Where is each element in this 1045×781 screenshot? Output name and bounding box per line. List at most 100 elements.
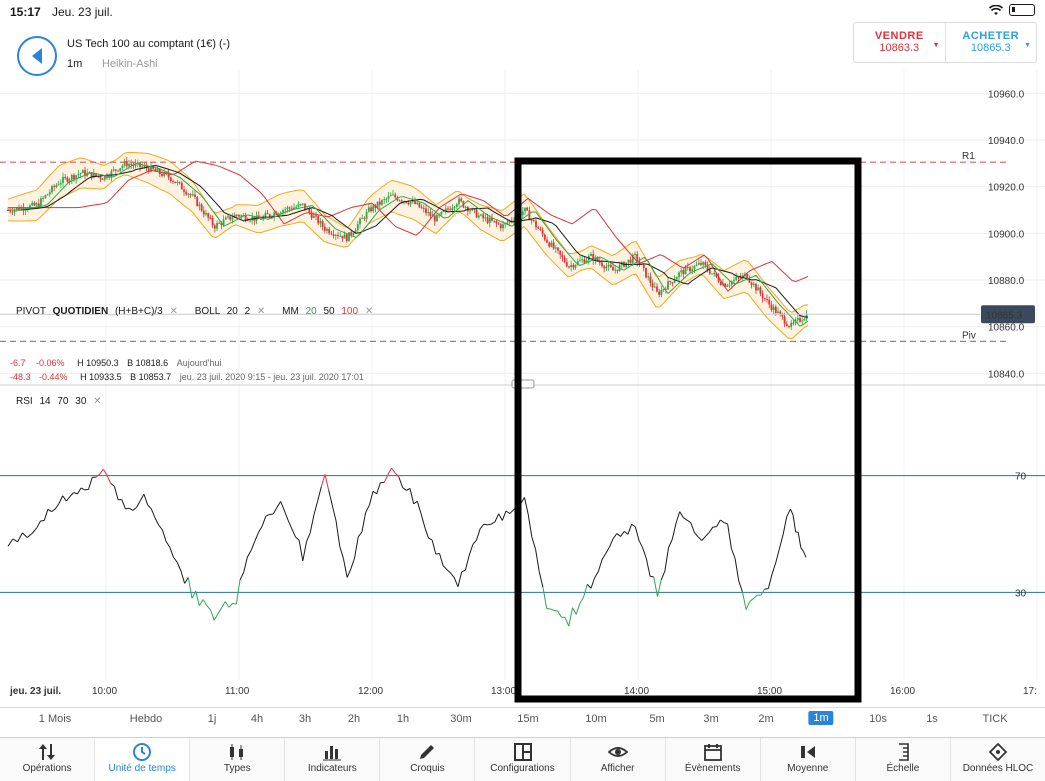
rsi-segment: [165, 541, 171, 548]
close-icon[interactable]: ✕: [256, 306, 266, 317]
candle-body: [70, 174, 73, 180]
rsi-segment: [727, 524, 732, 549]
candle-body: [341, 235, 344, 239]
timeframe-1s[interactable]: 1s: [926, 713, 938, 725]
rsi-segment: [132, 506, 137, 511]
timeframe-2h[interactable]: 2h: [347, 713, 361, 725]
rsi-p2: 70: [57, 396, 69, 407]
timeframe-1m[interactable]: 1m: [808, 711, 834, 725]
candle-body: [189, 194, 192, 196]
timeframe-30m[interactable]: 30m: [450, 713, 472, 725]
timeframe-tick[interactable]: TICK: [982, 713, 1008, 725]
rsi-segment: [800, 547, 804, 552]
timeframe-hebdo[interactable]: Hebdo: [129, 713, 163, 725]
toolbar-layout-button[interactable]: Configurations: [475, 738, 571, 781]
candle-body: [689, 267, 691, 272]
toolbar-sort-arrows-button[interactable]: Opérations: [0, 738, 96, 781]
rsi-segment: [243, 556, 248, 573]
candle-body: [801, 320, 804, 322]
candle-body: [114, 169, 117, 171]
price-chart[interactable]: 10960.0 10940.0 10920.0 10900.0 10880.0 10860…: [0, 70, 1045, 707]
sell-button[interactable]: VENDRE 10863.3 ▼: [854, 23, 945, 62]
candle-body: [658, 291, 661, 295]
rsi-segment: [697, 536, 703, 541]
toolbar-pencil-button[interactable]: Croquis: [380, 738, 476, 781]
toolbar-candlestick-button[interactable]: Types: [190, 738, 286, 781]
candle-body: [581, 259, 584, 261]
toolbar-label: Opérations: [22, 763, 72, 774]
rsi-segment: [276, 501, 282, 508]
rsi-segment: [65, 496, 71, 502]
timeframe-10s[interactable]: 10s: [869, 713, 887, 725]
chart-area[interactable]: 10960.0 10940.0 10920.0 10900.0 10880.0 10860…: [0, 70, 1045, 710]
rsi-segment: [483, 523, 488, 526]
toolbar-clock-button[interactable]: Unité de temps: [95, 738, 191, 781]
candle-body: [774, 306, 777, 313]
toolbar-bar-chart-button[interactable]: Indicateurs: [285, 738, 381, 781]
time-tick-label: 12:00: [358, 686, 383, 697]
candle-body: [297, 204, 300, 207]
timeframe-2m[interactable]: 2m: [758, 713, 774, 725]
rsi-segment: [642, 547, 647, 560]
time-tick-label: 16:00: [890, 686, 915, 697]
candle-body: [436, 214, 438, 222]
candle-body: [783, 316, 786, 324]
rsi-segment: [246, 550, 252, 558]
mm-label: MM: [282, 306, 299, 317]
buy-button[interactable]: ACHETER 10865.3 ▼: [944, 23, 1037, 62]
rsi-segment: [258, 525, 263, 533]
candle-body: [288, 207, 291, 209]
candle-body: [590, 254, 592, 256]
candle-body: [766, 299, 768, 301]
candle-body: [119, 168, 122, 171]
rsi-segment: [446, 569, 451, 574]
timeframe-3m[interactable]: 3m: [703, 713, 719, 725]
candle-body: [229, 216, 232, 220]
rsi-segment: [786, 508, 791, 517]
close-icon[interactable]: ✕: [364, 306, 374, 317]
toolbar-average-button[interactable]: Moyenne: [761, 738, 856, 781]
candle-body: [334, 234, 337, 236]
timeframe-1-mois[interactable]: 1 Mois: [38, 713, 72, 725]
candle-body: [220, 222, 223, 226]
candle-body: [293, 207, 295, 210]
candle-body: [398, 200, 401, 202]
candle-body: [290, 208, 293, 210]
rsi-segment: [26, 533, 33, 538]
candle-body: [81, 170, 84, 174]
candle-body: [13, 209, 16, 213]
timeframe-1j[interactable]: 1j: [207, 713, 217, 725]
rsi-segment: [406, 487, 411, 491]
candle-body: [361, 217, 364, 219]
timeframe-5m[interactable]: 5m: [649, 713, 665, 725]
candle-body: [249, 220, 251, 222]
timeframe-3h[interactable]: 3h: [298, 713, 312, 725]
bollinger-fill: [8, 152, 808, 339]
candle-body: [680, 270, 683, 273]
toolbar-calendar-button[interactable]: Évènements: [666, 738, 761, 781]
timeframe-4h[interactable]: 4h: [250, 713, 264, 725]
price-tick-label: 10860.0: [988, 323, 1025, 334]
candle-body: [29, 205, 31, 209]
close-icon[interactable]: ✕: [93, 396, 102, 407]
timeframe-10m[interactable]: 10m: [585, 713, 607, 725]
timeframe-15m[interactable]: 15m: [517, 713, 539, 725]
rsi-segment: [17, 532, 23, 543]
rsi-segment: [88, 477, 93, 490]
candle-body: [499, 224, 502, 229]
toolbar-eye-button[interactable]: Afficher: [571, 738, 666, 781]
toolbar-scale-button[interactable]: Échelle: [856, 738, 951, 781]
candle-body: [653, 286, 656, 288]
candle-body: [194, 194, 196, 198]
rsi-segment: [176, 562, 182, 571]
rsi-segment: [376, 482, 381, 494]
boll-p2: 2: [244, 306, 251, 317]
back-button[interactable]: [17, 36, 57, 76]
close-icon[interactable]: ✕: [169, 306, 178, 317]
rsi-segment: [538, 571, 544, 588]
boll-label: BOLL: [194, 306, 220, 317]
toolbar-crosshair-button[interactable]: Données HLOC: [951, 738, 1045, 781]
timeframe-1h[interactable]: 1h: [396, 713, 410, 725]
rsi-segment: [372, 490, 377, 495]
candle-body: [596, 257, 599, 262]
